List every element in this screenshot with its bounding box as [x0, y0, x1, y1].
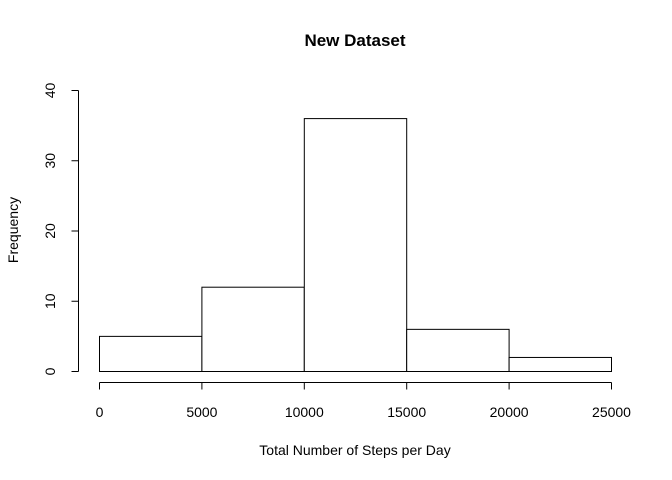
histogram-bar — [303, 118, 408, 372]
histogram-bar — [99, 335, 203, 372]
x-tick-label: 10000 — [285, 404, 324, 420]
y-tick-label: 0 — [42, 367, 58, 375]
histogram-bar — [201, 286, 305, 373]
histogram-bar — [508, 356, 613, 373]
x-tick-label: 5000 — [186, 404, 217, 420]
y-axis: 0 10 20 30 40 — [42, 83, 79, 375]
bars-group — [99, 118, 613, 373]
x-axis-label: Total Number of Steps per Day — [259, 442, 450, 458]
chart-title: New Dataset — [304, 31, 405, 50]
x-tick-label: 20000 — [490, 404, 529, 420]
x-axis: 0 5000 10000 15000 20000 25000 — [96, 382, 631, 420]
y-tick-label: 40 — [42, 83, 58, 99]
y-axis-label: Frequency — [5, 197, 21, 263]
y-tick-label: 10 — [42, 293, 58, 309]
x-tick-label: 0 — [96, 404, 104, 420]
x-tick-label: 25000 — [592, 404, 631, 420]
histogram-bar — [406, 328, 510, 373]
y-tick-label: 30 — [42, 153, 58, 169]
y-tick-label: 20 — [42, 223, 58, 239]
x-tick-label: 15000 — [387, 404, 426, 420]
